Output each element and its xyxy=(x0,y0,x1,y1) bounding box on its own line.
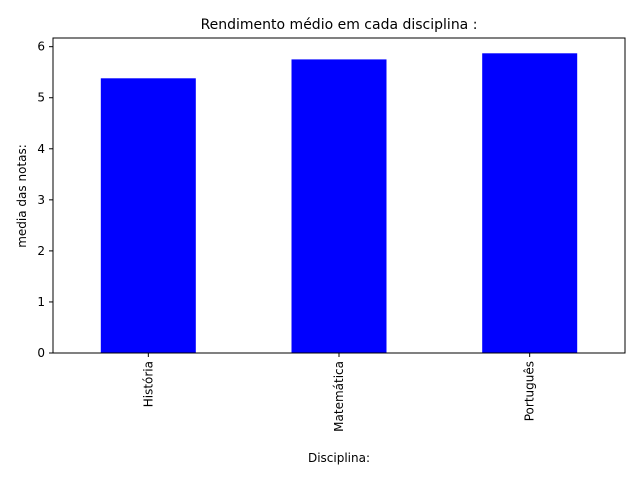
y-tick-label: 0 xyxy=(37,346,45,360)
y-tick-label: 4 xyxy=(37,142,45,156)
y-tick-label: 3 xyxy=(37,193,45,207)
bars-group xyxy=(100,53,578,354)
y-axis-label: media das notas: xyxy=(15,144,29,248)
y-tick-label: 2 xyxy=(37,244,45,258)
bar-português xyxy=(482,53,578,354)
x-tick-label: Matemática xyxy=(332,361,346,432)
plot-frame xyxy=(52,37,626,354)
x-tick-label: Português xyxy=(523,361,537,421)
chart-title: Rendimento médio em cada disciplina : xyxy=(201,17,478,33)
bar-matemática xyxy=(291,59,387,354)
bar-história xyxy=(100,78,196,354)
y-tick-label: 5 xyxy=(37,91,45,105)
y-axis: 0 1 2 3 4 5 6 xyxy=(37,40,53,360)
y-tick-label: 1 xyxy=(37,295,45,309)
x-axis-label: Disciplina: xyxy=(308,451,370,465)
x-tick-label: História xyxy=(141,361,155,407)
x-axis: História Matemática Português xyxy=(141,353,537,432)
y-tick-label: 6 xyxy=(37,40,45,54)
